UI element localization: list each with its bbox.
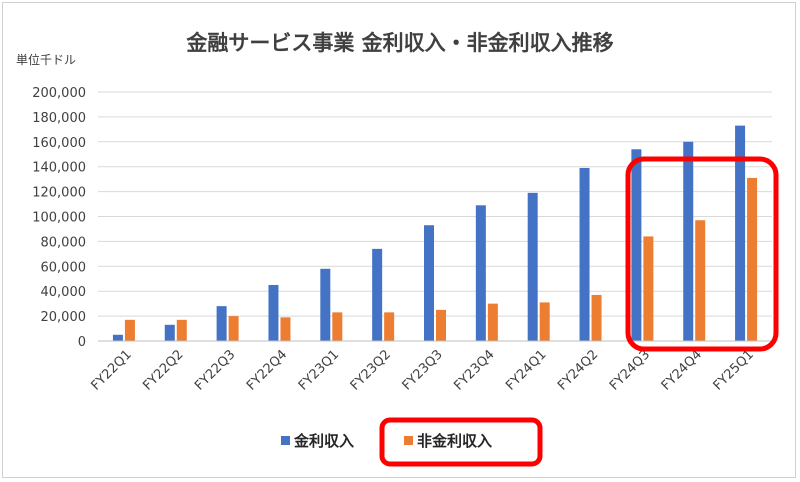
- bar-interest-income: [424, 225, 434, 341]
- bar-interest-income: [268, 284, 279, 341]
- bar-interest-income: [683, 141, 694, 341]
- y-tick-label: 180,000: [32, 111, 86, 126]
- x-tick-label: FY23Q1: [296, 347, 342, 393]
- bar-interest-income: [372, 248, 383, 341]
- y-tick-label: 20,000: [41, 310, 87, 325]
- y-tick-label: 60,000: [41, 260, 87, 275]
- bar-interest-income: [475, 205, 486, 341]
- legend-swatch-noninterest: [404, 436, 413, 445]
- bar-interest-income: [735, 125, 746, 342]
- bar-interest-income: [527, 192, 538, 341]
- x-tick-label: FY22Q2: [140, 347, 186, 393]
- x-tick-label: FY25Q1: [711, 347, 757, 393]
- bar-noninterest-income: [539, 302, 550, 341]
- x-tick-label: FY22Q1: [88, 347, 134, 393]
- y-tick-label: 140,000: [32, 161, 86, 176]
- y-tick-label: 120,000: [32, 186, 86, 201]
- legend-label-noninterest: 非金利収入: [417, 432, 492, 450]
- y-tick-label: 0: [78, 335, 86, 350]
- x-tick-label: FY24Q4: [659, 347, 705, 393]
- bar-interest-income: [112, 334, 123, 341]
- x-tick-label: FY22Q3: [192, 347, 238, 393]
- bar-noninterest-income: [643, 236, 654, 341]
- bar-noninterest-income: [332, 312, 343, 341]
- bar-noninterest-income: [487, 303, 498, 341]
- x-tick-label: FY22Q4: [244, 347, 290, 393]
- highlight-box-recent-quarters: [625, 156, 779, 352]
- bar-noninterest-income: [384, 312, 395, 341]
- x-tick-label: FY23Q3: [400, 347, 446, 393]
- x-tick-label: FY24Q3: [607, 347, 653, 393]
- y-tick-label: 100,000: [32, 211, 86, 226]
- bar-noninterest-income: [591, 294, 602, 341]
- chart-title: 金融サービス事業 金利収入・非金利収入推移: [185, 31, 613, 55]
- bar-noninterest-income: [280, 317, 291, 341]
- y-tick-label: 160,000: [32, 136, 86, 151]
- bar-interest-income: [631, 149, 642, 341]
- y-tick-label: 40,000: [41, 285, 87, 300]
- x-tick-label: FY23Q4: [451, 347, 497, 393]
- bar-noninterest-income: [436, 309, 446, 341]
- bar-interest-income: [579, 167, 590, 341]
- bar-noninterest-income: [695, 220, 706, 341]
- unit-label: 単位千ドル: [16, 52, 76, 67]
- bar-interest-income: [164, 324, 175, 341]
- bar-interest-income: [216, 306, 227, 341]
- legend-swatch-interest: [281, 436, 290, 445]
- x-tick-label: FY24Q1: [503, 347, 549, 393]
- legend: 金利収入 非金利収入: [281, 432, 492, 450]
- y-axis-ticks: 0 20,000 40,000 60,000 80,000 100,000 120,000 1…: [32, 86, 86, 350]
- bars: [112, 125, 758, 342]
- legend-label-interest: 金利収入: [293, 432, 354, 450]
- x-tick-label: FY23Q2: [348, 347, 394, 393]
- highlight-box-legend: [379, 417, 543, 467]
- y-tick-label: 80,000: [41, 235, 87, 250]
- x-tick-label: FY24Q2: [555, 347, 601, 393]
- bar-noninterest-income: [124, 319, 135, 341]
- bar-noninterest-income: [176, 319, 187, 341]
- x-axis-ticks: FY22Q1 FY22Q2 FY22Q3 FY22Q4 FY23Q1 FY23Q2 FY23…: [88, 347, 756, 393]
- bar-noninterest-income: [228, 316, 239, 341]
- bar-interest-income: [320, 268, 331, 341]
- bar-noninterest-income: [747, 177, 758, 341]
- gridlines: [98, 91, 772, 317]
- y-tick-label: 200,000: [32, 86, 86, 101]
